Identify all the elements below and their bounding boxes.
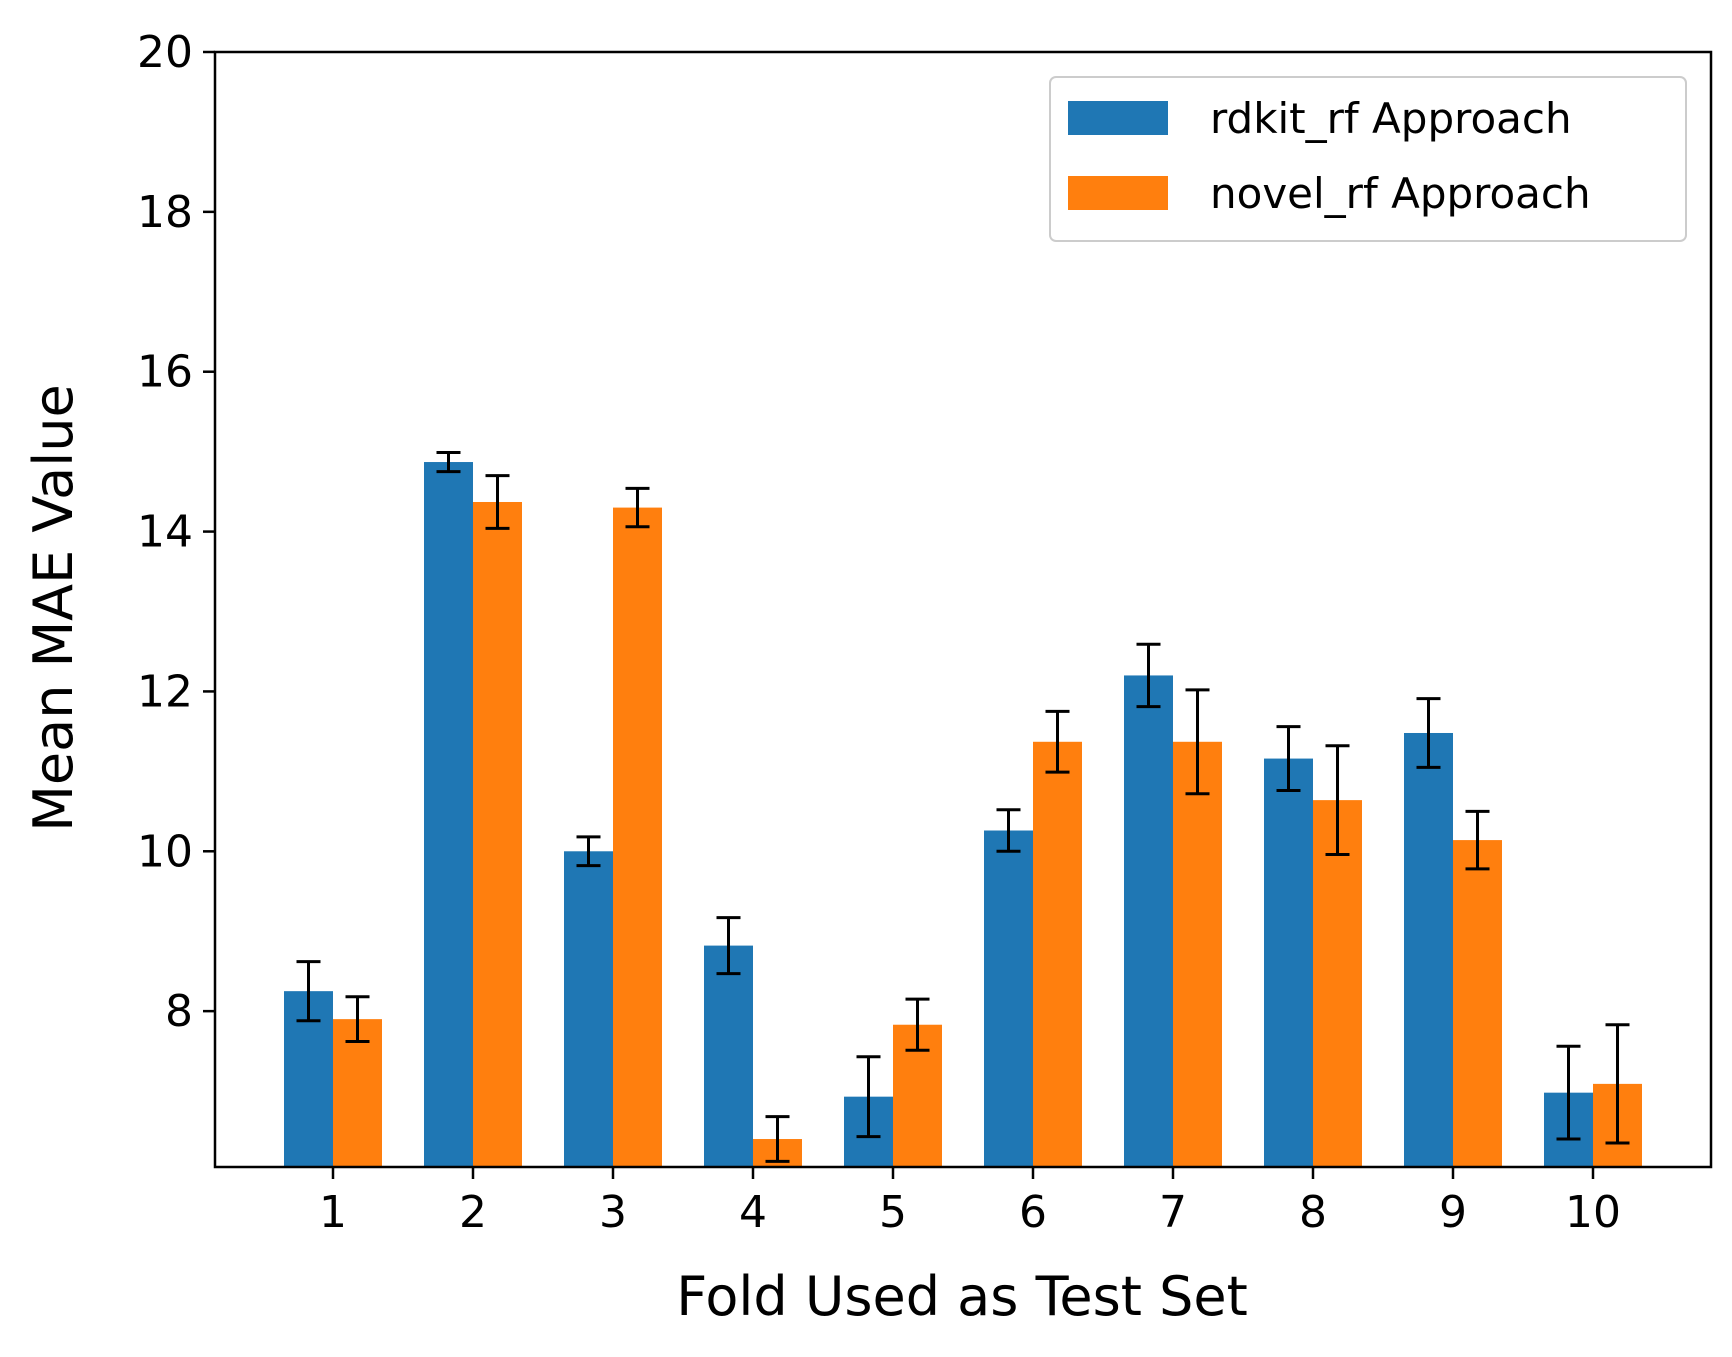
bar-novel-fold-8 bbox=[1313, 800, 1362, 1167]
plot-frame bbox=[213, 50, 1713, 1169]
bar-novel-fold-7 bbox=[1173, 741, 1222, 1167]
y-tick-label-16: 16 bbox=[137, 347, 193, 398]
y-tick-label-14: 14 bbox=[137, 507, 193, 558]
bar-rdkit-fold-3 bbox=[564, 851, 613, 1167]
y-tick-label-10: 10 bbox=[137, 826, 193, 877]
legend-label-rdkit: rdkit_rf Approach bbox=[1210, 94, 1572, 143]
bar-novel-fold-1 bbox=[333, 1019, 382, 1167]
x-axis-label: Fold Used as Test Set bbox=[676, 1265, 1248, 1328]
y-axis-label: Mean MAE Value bbox=[22, 384, 85, 831]
legend: rdkit_rf Approach novel_rf Approach bbox=[1049, 76, 1687, 242]
bar-rdkit-fold-2 bbox=[424, 462, 473, 1168]
bars-layer bbox=[284, 462, 1642, 1168]
bar-rdkit-fold-4 bbox=[704, 945, 753, 1167]
legend-frame bbox=[1049, 76, 1687, 242]
bar-rdkit-fold-8 bbox=[1264, 758, 1313, 1167]
x-tick-label-9: 9 bbox=[1439, 1187, 1467, 1238]
y-tick-label-20: 20 bbox=[137, 27, 193, 78]
y-tick-label-8: 8 bbox=[165, 986, 193, 1037]
x-tick-label-6: 6 bbox=[1019, 1187, 1047, 1238]
bar-novel-fold-6 bbox=[1033, 741, 1082, 1167]
y-tick-label-12: 12 bbox=[137, 666, 193, 717]
x-tick-label-8: 8 bbox=[1299, 1187, 1327, 1238]
bar-novel-fold-3 bbox=[613, 507, 662, 1167]
error-bars-layer bbox=[296, 450, 1630, 1163]
bar-novel-fold-9 bbox=[1453, 840, 1502, 1167]
y-tick-label-18: 18 bbox=[137, 187, 193, 238]
x-tick-label-2: 2 bbox=[459, 1187, 487, 1238]
bar-rdkit-fold-6 bbox=[984, 830, 1033, 1167]
x-tick-label-3: 3 bbox=[599, 1187, 627, 1238]
bar-rdkit-fold-9 bbox=[1404, 732, 1453, 1167]
x-tick-label-5: 5 bbox=[879, 1187, 907, 1238]
x-tick-label-1: 1 bbox=[319, 1187, 347, 1238]
x-tick-label-10: 10 bbox=[1565, 1187, 1621, 1238]
x-tick-label-4: 4 bbox=[739, 1187, 767, 1238]
bar-novel-fold-2 bbox=[473, 501, 522, 1167]
bar-rdkit-fold-7 bbox=[1124, 675, 1173, 1167]
legend-swatch-rdkit bbox=[1068, 101, 1168, 135]
legend-swatch-novel bbox=[1068, 176, 1168, 210]
legend-label-novel: novel_rf Approach bbox=[1210, 169, 1591, 218]
x-tick-label-7: 7 bbox=[1159, 1187, 1187, 1238]
